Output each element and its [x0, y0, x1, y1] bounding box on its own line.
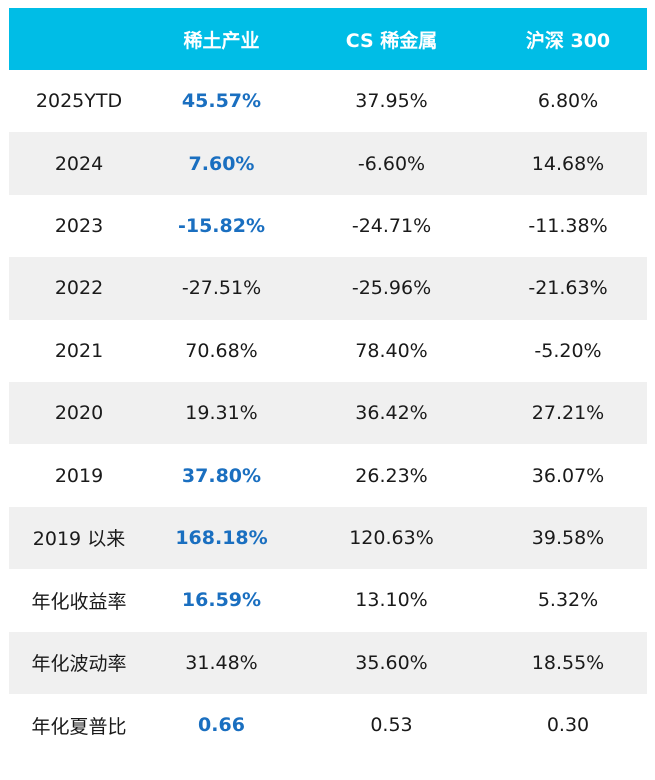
table-body: 2025YTD 45.57% 37.95% 6.80% 2024 7.60% -6.60%…: [9, 70, 647, 757]
cell-rare-earth-industry: 168.18%: [175, 526, 268, 549]
cell-csi-300: 14.68%: [531, 152, 605, 175]
cell-cs-rare-metals: 37.95%: [355, 90, 428, 113]
cell-cs-rare-metals: 26.23%: [355, 464, 428, 487]
cell-rare-earth-industry: 0.66: [198, 714, 245, 737]
cell-rare-earth-industry: 16.59%: [181, 589, 262, 612]
table-row: 2025YTD 45.57% 37.95% 6.80%: [9, 70, 647, 133]
row-label: 2020: [54, 402, 104, 425]
header-row: 稀土产业 CS 稀金属 沪深 300: [9, 8, 647, 70]
table-row: 2020 19.31% 36.42% 27.21%: [9, 381, 647, 445]
cell-csi-300: 36.07%: [531, 464, 605, 487]
cell-csi-300: -5.20%: [534, 339, 602, 362]
cell-rare-earth-industry: 70.68%: [185, 339, 258, 362]
cell-cs-rare-metals: 35.60%: [355, 651, 428, 674]
cell-cs-rare-metals: 120.63%: [349, 526, 434, 549]
table-row: 2024 7.60% -6.60% 14.68%: [9, 132, 647, 195]
cell-csi-300: 18.55%: [531, 651, 605, 674]
header-cell-cs-rare-metals: CS 稀金属: [345, 29, 438, 52]
row-label: 2019: [54, 464, 104, 487]
cell-cs-rare-metals: -24.71%: [351, 214, 432, 237]
performance-table: 稀土产业 CS 稀金属 沪深 300 2025YTD 45.57% 37.95% 6.…: [9, 8, 647, 757]
cell-cs-rare-metals: -6.60%: [357, 152, 426, 175]
table-row: 2022 -27.51% -25.96% -21.63%: [9, 257, 647, 320]
row-label: 年化收益率: [31, 590, 127, 613]
row-label: 2021: [54, 339, 104, 362]
row-label: 2022: [54, 277, 104, 300]
cell-cs-rare-metals: 36.42%: [355, 402, 428, 425]
row-label: 2019 以来: [32, 528, 126, 551]
cell-cs-rare-metals: 13.10%: [355, 589, 428, 612]
cell-csi-300: 27.21%: [531, 402, 605, 425]
table-row: 2023 -15.82% -24.71% -11.38%: [9, 194, 647, 258]
row-label: 2025YTD: [35, 90, 123, 113]
cell-rare-earth-industry: 45.57%: [181, 90, 262, 113]
cell-cs-rare-metals: -25.96%: [351, 277, 432, 300]
header-cell-rare-earth-industry: 稀土产业: [183, 29, 260, 52]
cell-csi-300: -11.38%: [528, 214, 608, 237]
header-cell-csi-300: 沪深 300: [525, 29, 611, 52]
table-header: 稀土产业 CS 稀金属 沪深 300: [9, 8, 647, 70]
cell-cs-rare-metals: 78.40%: [355, 339, 428, 362]
cell-csi-300: 0.30: [546, 714, 590, 737]
table-row: 2021 70.68% 78.40% -5.20%: [9, 319, 647, 382]
cell-cs-rare-metals: 0.53: [370, 714, 413, 737]
row-label: 2024: [54, 152, 104, 175]
cell-rare-earth-industry: -15.82%: [177, 214, 266, 237]
row-label: 年化波动率: [31, 653, 127, 676]
row-label: 2023: [54, 214, 104, 237]
table-row: 2019 以来 168.18% 120.63% 39.58%: [9, 506, 647, 570]
cell-csi-300: 6.80%: [537, 90, 599, 113]
cell-rare-earth-industry: -27.51%: [181, 277, 262, 300]
table-row: 2019 37.80% 26.23% 36.07%: [9, 444, 647, 507]
table-row: 年化波动率 31.48% 35.60% 18.55%: [9, 631, 647, 694]
cell-rare-earth-industry: 37.80%: [181, 464, 262, 487]
cell-rare-earth-industry: 19.31%: [185, 402, 258, 425]
cell-rare-earth-industry: 31.48%: [185, 651, 258, 674]
cell-csi-300: -21.63%: [528, 277, 608, 300]
cell-rare-earth-industry: 7.60%: [188, 152, 255, 175]
header-cell-blank: [9, 8, 149, 70]
cell-csi-300: 39.58%: [531, 526, 605, 549]
cell-csi-300: 5.32%: [537, 589, 599, 612]
table-row: 年化夏普比 0.66 0.53 0.30: [9, 693, 647, 757]
row-label: 年化夏普比: [31, 715, 127, 738]
table-row: 年化收益率 16.59% 13.10% 5.32%: [9, 569, 647, 632]
